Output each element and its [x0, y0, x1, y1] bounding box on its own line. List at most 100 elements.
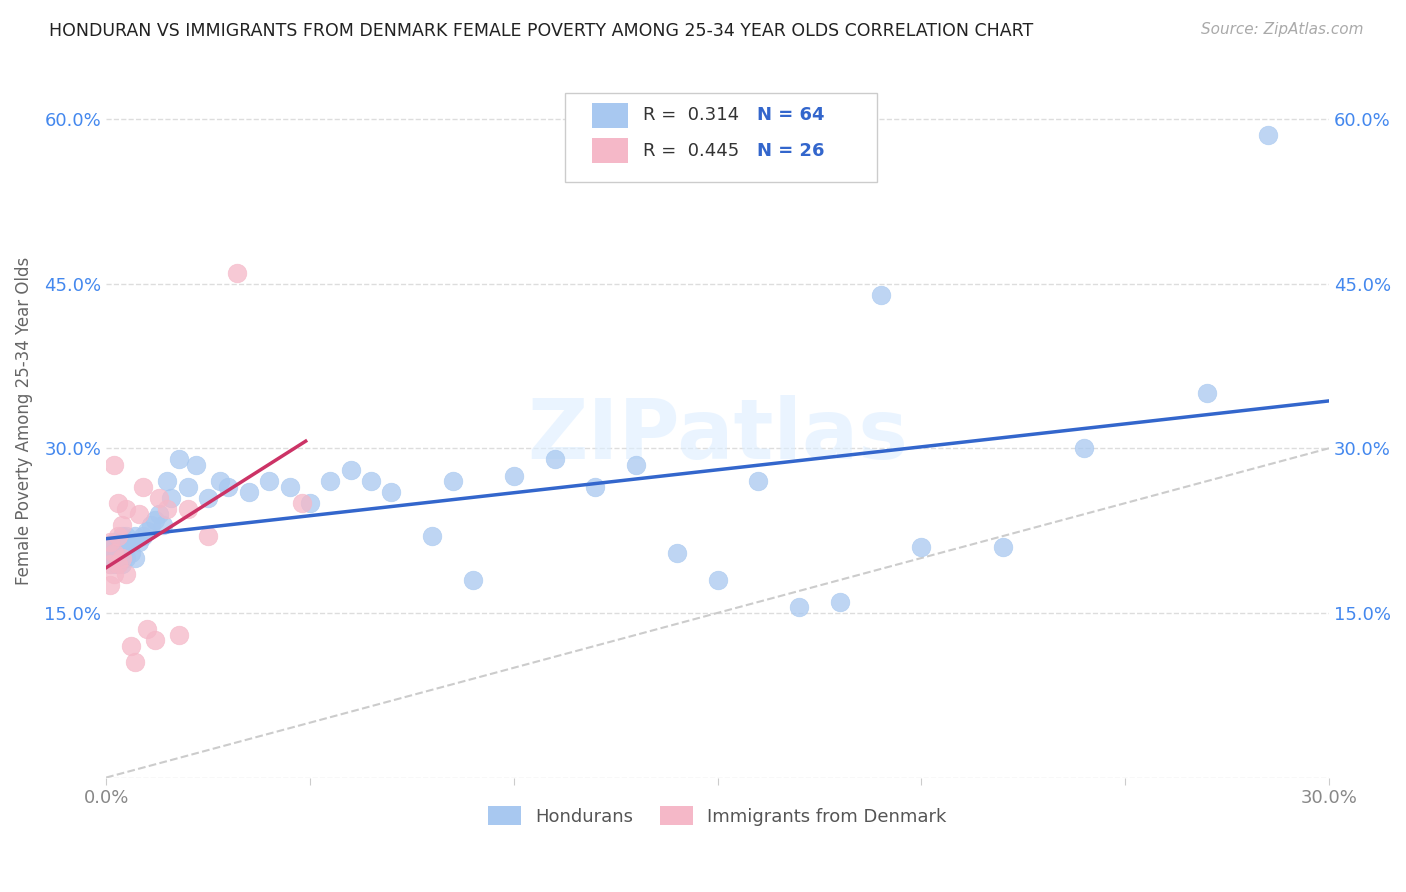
- FancyBboxPatch shape: [592, 103, 628, 128]
- Point: [98, 578, 121, 592]
- Point: [143, 633, 166, 648]
- Point: [197, 491, 219, 505]
- FancyBboxPatch shape: [592, 137, 628, 163]
- Point: [107, 534, 129, 549]
- Point: [103, 458, 125, 472]
- Point: [148, 491, 170, 505]
- Point: [120, 534, 142, 549]
- Point: [115, 551, 138, 566]
- Point: [103, 551, 125, 566]
- Point: [319, 474, 342, 488]
- Point: [103, 557, 125, 571]
- Point: [139, 518, 162, 533]
- Point: [1073, 442, 1095, 456]
- Point: [339, 463, 361, 477]
- Point: [128, 507, 150, 521]
- Point: [98, 557, 121, 571]
- Y-axis label: Female Poverty Among 25-34 Year Olds: Female Poverty Among 25-34 Year Olds: [15, 257, 32, 585]
- Text: N = 26: N = 26: [756, 142, 824, 160]
- Point: [169, 628, 191, 642]
- Point: [98, 534, 121, 549]
- Point: [103, 534, 125, 549]
- Point: [132, 480, 155, 494]
- Point: [869, 287, 891, 301]
- Point: [120, 545, 142, 559]
- Point: [461, 573, 484, 587]
- Point: [238, 485, 260, 500]
- Point: [103, 545, 125, 559]
- Text: HONDURAN VS IMMIGRANTS FROM DENMARK FEMALE POVERTY AMONG 25-34 YEAR OLDS CORRELA: HONDURAN VS IMMIGRANTS FROM DENMARK FEMA…: [49, 22, 1033, 40]
- Point: [583, 480, 606, 494]
- Point: [107, 529, 129, 543]
- Point: [115, 567, 138, 582]
- Point: [910, 540, 932, 554]
- Point: [98, 540, 121, 554]
- Point: [160, 491, 183, 505]
- Point: [111, 551, 134, 566]
- Point: [624, 458, 647, 472]
- Point: [152, 518, 174, 533]
- Point: [111, 529, 134, 543]
- Point: [257, 474, 280, 488]
- Point: [298, 496, 321, 510]
- Point: [115, 540, 138, 554]
- Point: [107, 551, 129, 566]
- Point: [107, 557, 129, 571]
- Point: [111, 557, 134, 571]
- Point: [225, 266, 247, 280]
- Point: [107, 545, 129, 559]
- Point: [132, 529, 155, 543]
- Point: [128, 534, 150, 549]
- Point: [665, 545, 688, 559]
- Point: [291, 496, 314, 510]
- Point: [148, 507, 170, 521]
- Point: [120, 639, 142, 653]
- Point: [217, 480, 239, 494]
- Point: [441, 474, 464, 488]
- Point: [103, 567, 125, 582]
- Point: [828, 595, 851, 609]
- Point: [135, 524, 157, 538]
- Point: [111, 551, 134, 566]
- Point: [747, 474, 769, 488]
- Point: [176, 480, 198, 494]
- Point: [124, 551, 146, 566]
- Point: [115, 529, 138, 543]
- FancyBboxPatch shape: [565, 93, 876, 182]
- Point: [156, 501, 179, 516]
- Point: [1195, 386, 1218, 401]
- Text: R =  0.445: R = 0.445: [643, 142, 740, 160]
- Point: [103, 545, 125, 559]
- Point: [115, 501, 138, 516]
- Point: [380, 485, 402, 500]
- Point: [209, 474, 232, 488]
- Point: [543, 452, 565, 467]
- Point: [124, 529, 146, 543]
- Point: [124, 655, 146, 669]
- Text: Source: ZipAtlas.com: Source: ZipAtlas.com: [1201, 22, 1364, 37]
- Point: [787, 600, 810, 615]
- Point: [1257, 128, 1279, 143]
- Point: [420, 529, 443, 543]
- Point: [502, 468, 524, 483]
- Point: [111, 540, 134, 554]
- Point: [107, 496, 129, 510]
- Point: [111, 518, 134, 533]
- Point: [360, 474, 382, 488]
- Legend: Hondurans, Immigrants from Denmark: Hondurans, Immigrants from Denmark: [488, 805, 946, 826]
- Point: [991, 540, 1014, 554]
- Point: [107, 540, 129, 554]
- Text: N = 64: N = 64: [756, 106, 824, 124]
- Point: [184, 458, 207, 472]
- Point: [706, 573, 728, 587]
- Point: [107, 557, 129, 571]
- Point: [197, 529, 219, 543]
- Point: [156, 474, 179, 488]
- Point: [278, 480, 301, 494]
- Point: [143, 513, 166, 527]
- Point: [176, 501, 198, 516]
- Point: [98, 557, 121, 571]
- Point: [98, 551, 121, 566]
- Text: ZIPatlas: ZIPatlas: [527, 394, 908, 475]
- Point: [135, 623, 157, 637]
